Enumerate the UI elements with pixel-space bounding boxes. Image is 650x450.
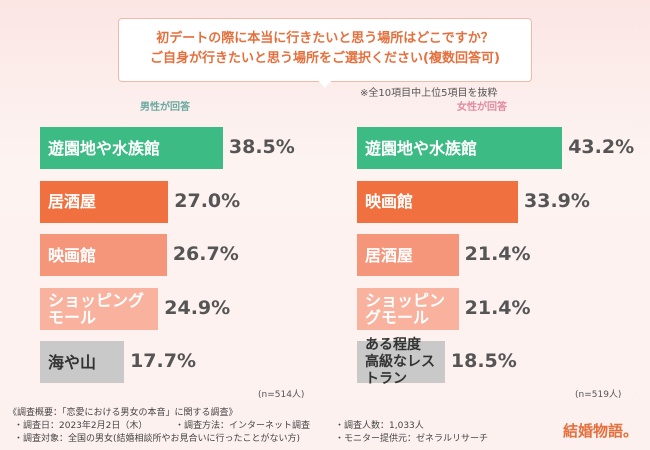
survey-info: 《調査概要：「恋愛における男女の本音」に関する調査》: [8, 408, 238, 418]
survey-info: ・調査対象：全国の男女(結婚相談所やお見合いに行ったことがない方): [14, 434, 301, 444]
value-label: 33.9%: [524, 189, 590, 212]
bar: 映画館: [357, 180, 519, 223]
value-label: 17.7%: [130, 350, 196, 372]
value-label: 43.2%: [568, 136, 635, 158]
value-label: 26.7%: [172, 243, 239, 265]
bar: 映画館: [40, 234, 167, 276]
sample-size: (n=519人): [575, 390, 622, 400]
bar: 遊園地や水族館: [357, 127, 563, 169]
category-label: 映画館: [48, 245, 97, 265]
question-box: 初デートの際に本当に行きたいと思う場所はどこですか？ ご自身が行きたいと思う場所…: [118, 18, 532, 82]
survey-info: ・調査人数：1,033人: [335, 421, 424, 431]
bar: ショッピングモール: [40, 287, 159, 330]
value-label: 38.5%: [228, 136, 295, 158]
pointer: [317, 79, 333, 88]
category-label: 遊園地や水族館: [365, 138, 478, 158]
value-label: 27.0%: [174, 189, 241, 212]
category-label: 遊園地や水族館: [48, 138, 161, 158]
bar: 海や山: [40, 341, 125, 383]
note: ※全10項目中上位5項目を抜粋: [360, 88, 498, 99]
panel-subtitle: 女性が回答: [457, 102, 507, 113]
question: ご自身が行きたいと思う場所をご選択ください(複数回答可): [150, 51, 500, 66]
logo: 結婚物語。: [562, 422, 638, 440]
category-label: 居酒屋: [48, 192, 97, 211]
value-label: 18.5%: [450, 350, 517, 372]
category-label: ある程度 高級なレストラン: [365, 336, 435, 387]
category-label: 海や山: [48, 352, 97, 372]
category-label: ショッピングモール: [48, 290, 145, 327]
question: 初デートの際に本当に行きたいと思う場所はどこですか？: [156, 31, 494, 46]
bar: 遊園地や水族館: [40, 127, 223, 169]
category-label: 映画館: [365, 192, 414, 211]
value-label: 21.4%: [464, 296, 531, 319]
survey-info: ・調査日：2023年2月2日（木）: [14, 421, 148, 431]
value-label: 24.9%: [164, 296, 231, 319]
value-label: 21.4%: [464, 243, 531, 265]
survey-info: ・モニター提供元：ゼネラルリサーチ: [335, 434, 489, 444]
bar: 居酒屋: [40, 180, 169, 223]
survey-info: ・調査方法：インターネット調査: [175, 421, 311, 431]
category-label: 居酒屋: [365, 245, 414, 265]
bar: 居酒屋: [357, 234, 459, 276]
panel-subtitle: 男性が回答: [140, 102, 190, 113]
sample-size: (n=514人): [258, 390, 305, 400]
bar: ある程度 高級なレストラン: [357, 337, 445, 387]
bar: ショッピングモール: [357, 287, 459, 330]
category-label: ショッピングモール: [365, 290, 446, 327]
